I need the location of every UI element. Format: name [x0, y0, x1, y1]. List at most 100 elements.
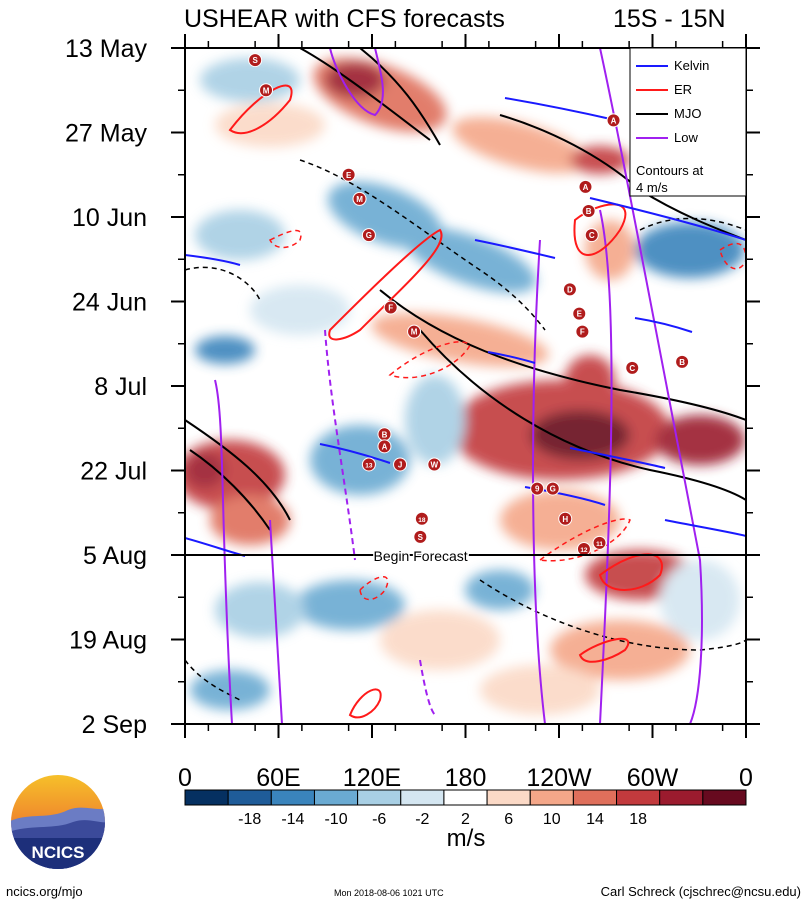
- mjo-contour: [419, 329, 746, 501]
- storm-marker: A: [606, 113, 621, 128]
- colorbar-tick-label: 6: [504, 811, 513, 828]
- colorbar-tick-label: 10: [543, 811, 561, 828]
- y-tick-label: 8 Jul: [94, 373, 147, 401]
- storm-label: M: [356, 195, 363, 204]
- colorbar-swatch: [400, 789, 445, 806]
- legend-label: Kelvin: [674, 58, 709, 73]
- storm-marker: G: [545, 481, 560, 496]
- storm-symbol: [407, 324, 422, 339]
- y-axis: 13 May 27 May 10 Jun 24 Jun 8 Jul 22 Jul 5 Aug…: [65, 35, 760, 739]
- colorbar-swatch: [443, 789, 488, 806]
- storm-marker: H: [558, 511, 573, 526]
- low-contour: [599, 209, 613, 724]
- legend: Kelvin ER MJO Low Contours at 4 m/s: [629, 47, 747, 197]
- low-contour-negative: [419, 659, 436, 716]
- storm-marker: C: [625, 360, 640, 375]
- storm-label: B: [586, 207, 592, 216]
- mjo-contour: [359, 48, 441, 146]
- anomaly-positive: [452, 117, 588, 173]
- legend-note: Contours at: [636, 163, 704, 178]
- storm-label: W: [431, 460, 439, 469]
- mjo-contour: [185, 419, 291, 521]
- storm-marker: 9: [530, 481, 545, 496]
- er-contour-negative: [538, 518, 631, 562]
- storm-marker: 11: [592, 535, 607, 550]
- colorbar-swatch: [270, 789, 315, 806]
- storm-symbol: [606, 113, 621, 128]
- storm-symbol: [383, 300, 398, 315]
- er-contour: [228, 84, 293, 135]
- storm-marker: W: [427, 457, 442, 472]
- mjo-contour: [379, 289, 746, 421]
- storm-label: A: [583, 183, 589, 192]
- anomaly-positive: [565, 355, 615, 405]
- storm-label: A: [382, 442, 388, 451]
- footer-author: Carl Schreck (cjschrec@ncsu.edu): [600, 884, 801, 899]
- y-tick-label: 22 Jul: [80, 458, 147, 486]
- mjo-contour-negative: [185, 266, 261, 301]
- legend-label: Low: [674, 130, 698, 145]
- storm-symbol: [352, 191, 367, 206]
- storm-marker: M: [407, 324, 422, 339]
- storm-marker: G: [361, 228, 376, 243]
- footer-website[interactable]: ncics.org/mjo: [6, 884, 83, 899]
- storm-label: S: [418, 533, 424, 542]
- colorbar-swatch: [184, 789, 229, 806]
- storm-label: A: [611, 116, 617, 125]
- storm-label: 11: [596, 541, 603, 548]
- storm-marker: M: [259, 83, 274, 98]
- colorbar-swatch: [357, 789, 402, 806]
- storm-symbol: [575, 324, 590, 339]
- low-contour: [329, 48, 384, 117]
- storm-symbol: [578, 179, 593, 194]
- colorbar-tick-label: 18: [629, 811, 647, 828]
- anomaly-positive: [530, 410, 630, 460]
- storm-symbol: [562, 282, 577, 297]
- colorbar-swatch: [572, 789, 618, 806]
- low-contour-negative: [324, 329, 356, 561]
- x-tick-label: 120E: [343, 764, 401, 792]
- anomaly-positive: [325, 62, 385, 98]
- colorbar-units: m/s: [447, 825, 486, 852]
- x-tick-label: 0: [739, 764, 753, 792]
- colorbar-tick-label: -18: [238, 811, 261, 828]
- anomaly-negative: [405, 375, 465, 465]
- storm-marker: A: [377, 439, 392, 454]
- storm-marker: F: [383, 300, 398, 315]
- anomaly-positive: [185, 452, 225, 488]
- colorbar-swatch: [486, 789, 531, 806]
- x-axis: 0 60E 120E 180 120W 60W 0: [178, 34, 753, 792]
- storm-label: G: [366, 231, 372, 240]
- colorbar: -18 -14 -10 -6 -2 2 6 10 14 18: [184, 789, 747, 828]
- storm-marker: A: [578, 179, 593, 194]
- storm-marker: E: [572, 306, 587, 321]
- er-contour: [328, 228, 443, 341]
- storm-label: S: [252, 56, 258, 65]
- kelvin-contour: [664, 519, 746, 537]
- anomaly-negative: [195, 210, 285, 260]
- er-contour: [573, 203, 627, 256]
- storm-marker: M: [352, 191, 367, 206]
- storm-symbol: [377, 439, 392, 454]
- low-contour: [269, 519, 283, 724]
- kelvin-contour: [474, 239, 556, 259]
- storm-symbol: [675, 354, 690, 369]
- storm-marker: F: [575, 324, 590, 339]
- storm-label: G: [550, 485, 556, 494]
- storm-label: B: [679, 358, 685, 367]
- storm-symbol: [341, 167, 356, 182]
- footer-timestamp: Mon 2018-08-06 1021 UTC: [334, 888, 444, 898]
- storm-symbol: [592, 535, 607, 550]
- storm-symbol: [248, 53, 263, 68]
- y-tick-label: 27 May: [65, 120, 147, 148]
- er-contour-negative: [268, 229, 302, 249]
- storm-symbol: [625, 360, 640, 375]
- anomaly-negative: [195, 336, 255, 364]
- anomaly-negative: [403, 227, 537, 293]
- storm-marker: E: [341, 167, 356, 182]
- anomaly-positive: [480, 665, 600, 715]
- colorbar-swatch: [702, 789, 747, 806]
- colorbar-tick-label: 2: [461, 811, 470, 828]
- er-contour-negative: [359, 576, 389, 601]
- storm-symbol: [413, 529, 428, 544]
